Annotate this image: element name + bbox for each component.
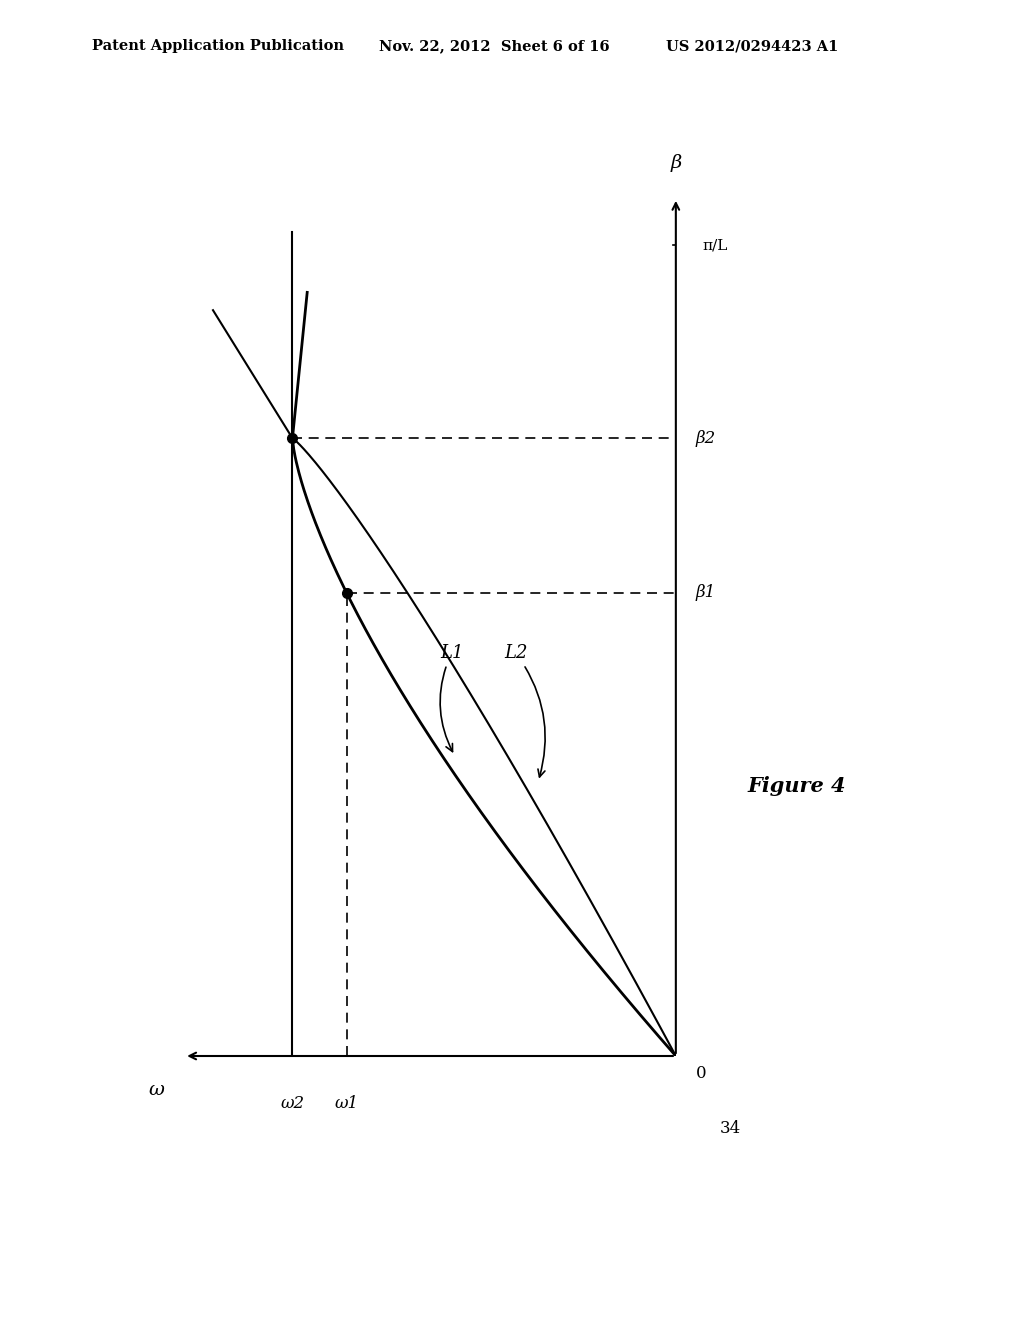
Text: β2: β2 [695,430,716,446]
Text: L1: L1 [440,644,464,751]
Text: ω2: ω2 [281,1094,304,1111]
Text: 0: 0 [695,1064,707,1081]
Text: ω1: ω1 [335,1094,358,1111]
Text: Patent Application Publication: Patent Application Publication [92,40,344,53]
Text: Nov. 22, 2012  Sheet 6 of 16: Nov. 22, 2012 Sheet 6 of 16 [379,40,609,53]
Text: L2: L2 [504,644,545,777]
Text: π/L: π/L [702,238,728,252]
Text: US 2012/0294423 A1: US 2012/0294423 A1 [666,40,838,53]
Text: β1: β1 [695,585,716,601]
Text: β: β [671,154,681,172]
Text: ω: ω [148,1081,165,1100]
Text: 34: 34 [720,1121,741,1138]
Text: Figure 4: Figure 4 [748,776,846,796]
